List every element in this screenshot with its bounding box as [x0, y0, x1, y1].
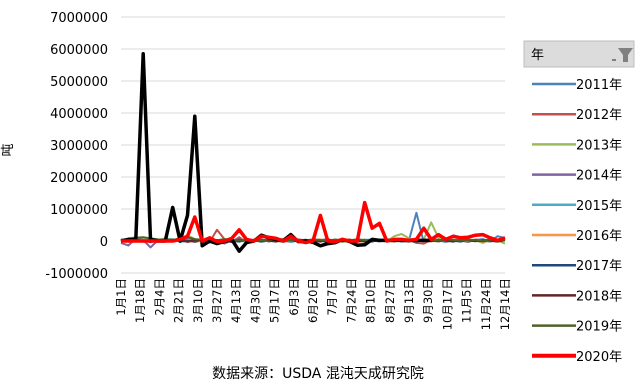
x-tick-label: 9月13日	[402, 278, 416, 323]
y-tick-label: 3000000	[50, 139, 108, 154]
x-tick-label: 4月13日	[229, 278, 243, 323]
y-tick-label: 6000000	[50, 43, 108, 58]
x-tick-label: 1月1日	[114, 278, 128, 316]
legend-item[interactable]: 2016年	[532, 229, 622, 244]
gridlines	[121, 16, 505, 274]
legend-title: 年	[531, 48, 544, 63]
legend-item[interactable]: 2018年	[532, 289, 622, 304]
legend-item[interactable]: 2020年	[532, 350, 622, 365]
x-tick-label: 3月10日	[191, 278, 205, 323]
legend-label: 2013年	[576, 138, 622, 153]
series-line	[121, 200, 506, 245]
legend-item[interactable]: 2015年	[532, 199, 622, 214]
x-tick-label: 11月24日	[479, 278, 493, 330]
filter-icon[interactable]	[612, 48, 633, 62]
legend-item[interactable]: 2017年	[532, 259, 622, 274]
x-axis-ticks: 1月1日 1月18日 2月4日 2月21日 3月10日 3月27日 4月13日 4月30日 5月…	[114, 278, 512, 330]
x-tick-label: 8月10日	[364, 278, 378, 323]
y-tick-label: -1000000	[45, 267, 108, 282]
y-tick-label: 1000000	[50, 203, 108, 218]
legend-label: 2011年	[576, 78, 622, 93]
legend-label: 2014年	[576, 169, 622, 184]
series-line	[120, 52, 432, 253]
legend-label: 2012年	[576, 108, 622, 123]
y-tick-label: 7000000	[50, 11, 108, 26]
legend-item[interactable]: 2012年	[532, 108, 622, 123]
x-tick-label: 10月17日	[440, 278, 454, 330]
legend: 年 2011年 2012年 2013年 2014年 2015年 2016年 2017年 201…	[523, 40, 635, 365]
x-tick-label: 8月27日	[383, 278, 397, 323]
legend-label: 2017年	[576, 259, 622, 274]
y-axis-ticks: 7000000 6000000 5000000 4000000 3000000 20000…	[45, 11, 108, 282]
x-tick-label: 6月20日	[306, 278, 320, 323]
y-tick-label: 0	[100, 235, 108, 250]
legend-item[interactable]: 2019年	[532, 320, 622, 335]
x-tick-label: 5月17日	[268, 278, 282, 323]
x-tick-label: 2月4日	[152, 278, 166, 316]
x-tick-label: 11月5日	[460, 278, 474, 323]
source-note: 数据来源：USDA 混沌天成研究院	[212, 366, 424, 382]
legend-label: 2016年	[576, 229, 622, 244]
y-tick-label: 5000000	[50, 75, 108, 90]
legend-item[interactable]: 2013年	[532, 138, 622, 153]
x-tick-label: 2月21日	[172, 278, 186, 323]
y-axis-label: 吨	[1, 143, 16, 156]
legend-label: 2018年	[576, 289, 622, 304]
x-tick-label: 7月7日	[325, 278, 339, 316]
legend-label: 2020年	[576, 350, 622, 365]
x-tick-label: 7月24日	[344, 278, 358, 323]
x-tick-label: 4月30日	[248, 278, 262, 323]
legend-label: 2015年	[576, 199, 622, 214]
x-tick-label: 3月27日	[210, 278, 224, 323]
y-tick-label: 2000000	[50, 171, 108, 186]
x-tick-label: 12月14日	[498, 278, 512, 330]
legend-filter-header[interactable]: 年	[523, 40, 635, 68]
series-lines	[120, 52, 506, 253]
y-tick-label: 4000000	[50, 107, 108, 122]
legend-label: 2019年	[576, 320, 622, 335]
legend-item[interactable]: 2011年	[532, 78, 622, 93]
legend-item[interactable]: 2014年	[532, 169, 622, 184]
x-tick-label: 1月18日	[133, 278, 147, 323]
x-tick-label: 9月30日	[421, 278, 435, 323]
x-tick-label: 6月3日	[287, 278, 301, 316]
